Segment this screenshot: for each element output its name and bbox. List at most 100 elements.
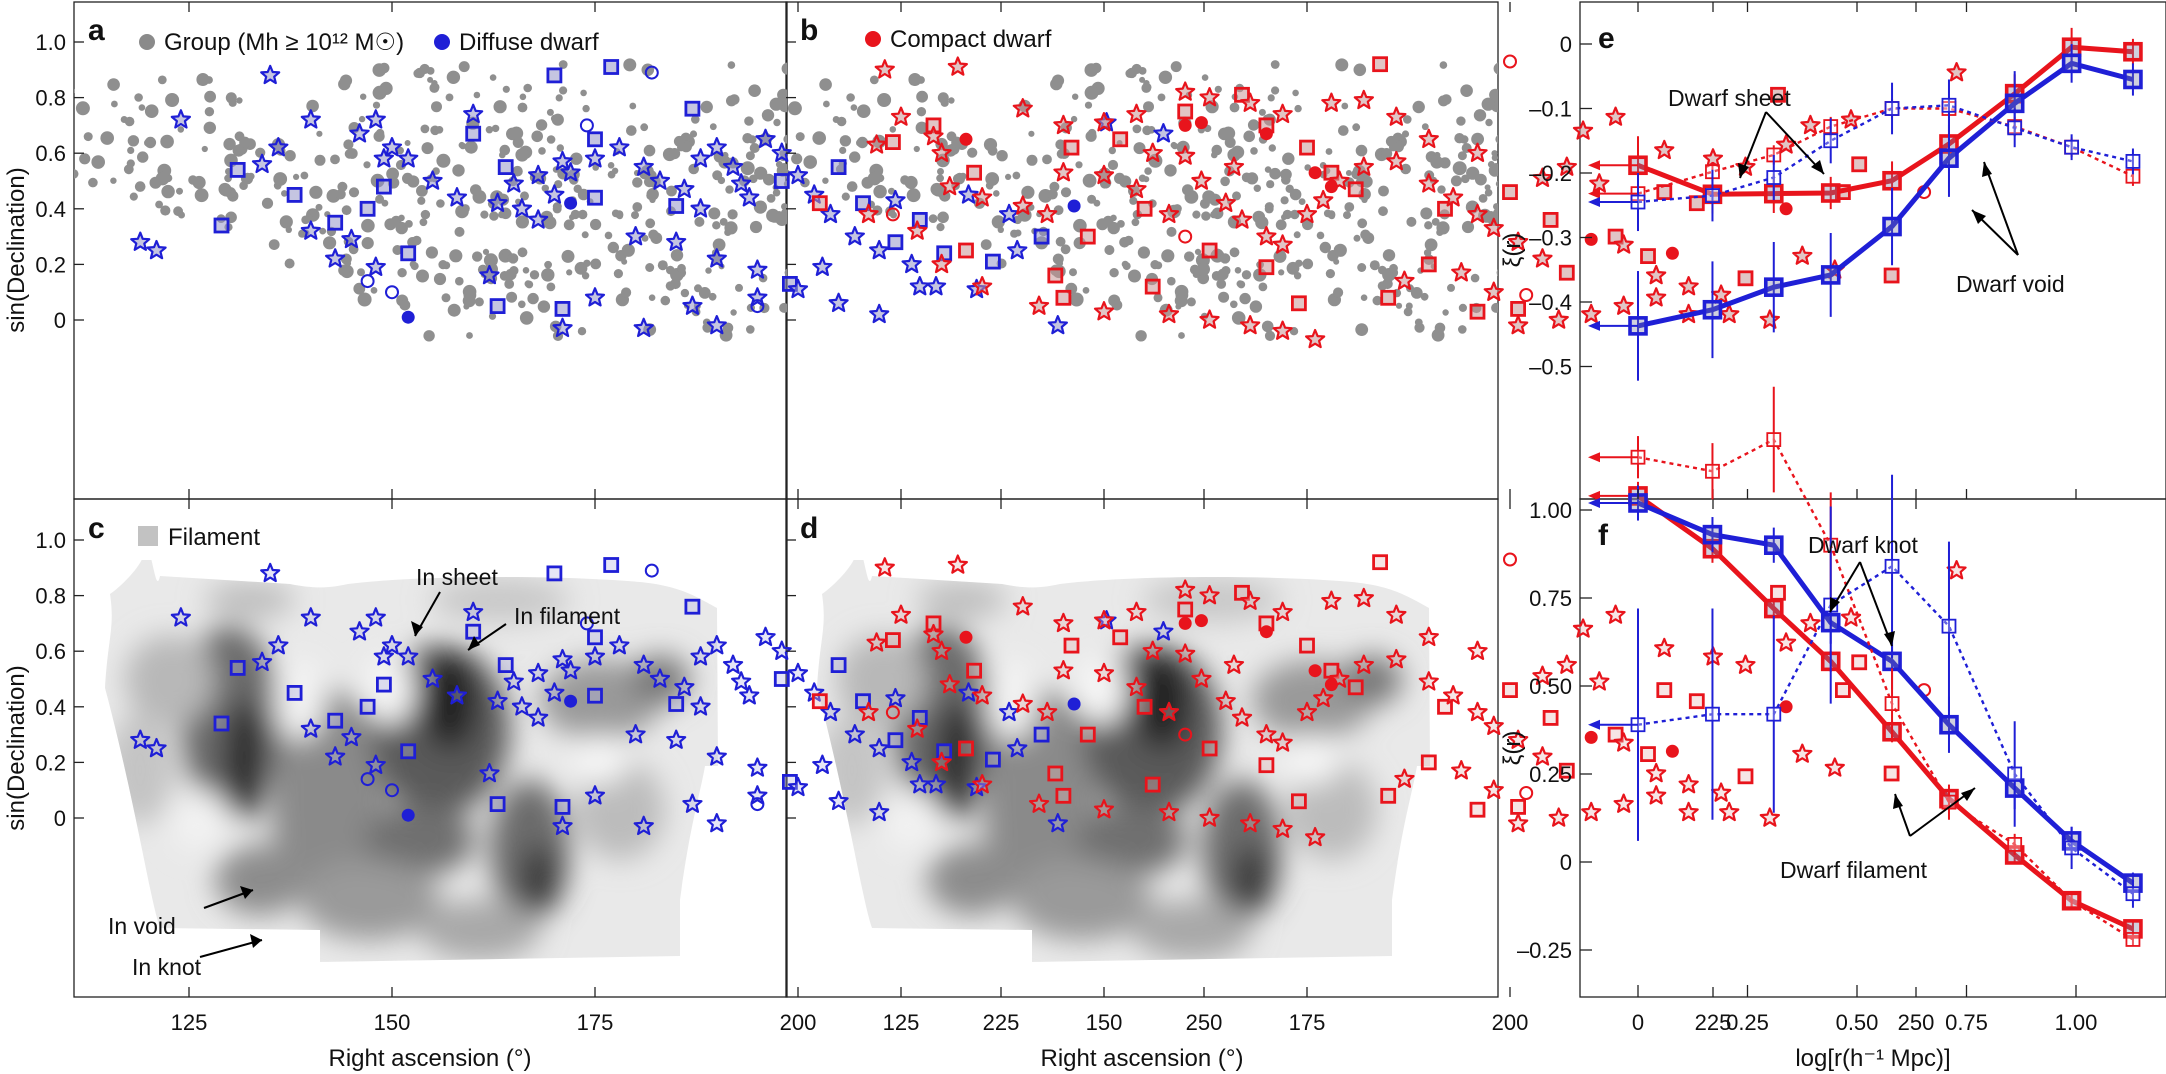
group-dot xyxy=(1617,73,1628,84)
dwarf-star-marker xyxy=(1199,309,1220,329)
group-dot xyxy=(1442,309,1449,316)
group-dot xyxy=(1126,151,1134,159)
group-dot xyxy=(1229,247,1240,258)
group-dot xyxy=(1734,227,1742,235)
x-tick-label: 200 xyxy=(780,1010,817,1035)
dwarf-square-marker xyxy=(489,298,506,315)
dwarf-star-marker xyxy=(739,685,760,705)
dwarf-star-marker xyxy=(1532,746,1553,766)
group-dot xyxy=(1577,204,1587,214)
xi-series-line xyxy=(1637,500,2135,886)
dwarf-star-marker xyxy=(1589,173,1610,193)
group-dot xyxy=(1731,172,1738,179)
group-dot xyxy=(700,100,713,114)
group-dot xyxy=(566,269,573,276)
group-dot xyxy=(1738,319,1750,331)
dwarf-star-marker xyxy=(958,682,979,702)
group-dot xyxy=(75,101,90,116)
dwarf-square-marker xyxy=(773,671,790,687)
group-dot xyxy=(1513,154,1520,161)
group-dot xyxy=(309,209,317,217)
dwarf-star-marker xyxy=(706,746,727,766)
group-dot xyxy=(1634,120,1645,131)
group-dot xyxy=(869,75,879,85)
group-dot xyxy=(1568,322,1580,334)
dwarf-star-marker xyxy=(1175,81,1196,101)
group-dot xyxy=(1684,267,1691,274)
dwarf-star-marker xyxy=(706,634,727,655)
group-dot xyxy=(1357,218,1368,229)
dwarf-star-marker xyxy=(923,623,944,644)
group-dot xyxy=(1189,264,1200,275)
group-dot xyxy=(1258,108,1266,116)
group-dot xyxy=(1661,163,1668,170)
group-dot xyxy=(1466,166,1480,180)
dwarf-star-marker xyxy=(511,198,533,218)
group-dot xyxy=(499,144,511,156)
dwarf-star-marker xyxy=(1012,98,1033,118)
group-dot xyxy=(1395,302,1403,309)
group-dot xyxy=(1919,118,1933,132)
group-dot xyxy=(805,302,815,312)
y-tick-label: 0.8 xyxy=(35,584,66,609)
dwarf-star-marker xyxy=(1329,668,1350,688)
group-dot xyxy=(1201,74,1209,81)
dwarf-square-marker xyxy=(400,743,417,760)
group-dot xyxy=(1357,263,1367,272)
upper-limit-arrowhead xyxy=(1588,320,1600,331)
group-dot xyxy=(504,279,515,289)
group-dot xyxy=(319,227,327,235)
y-tick-label: 0 xyxy=(54,806,66,831)
x-tick-label: 175 xyxy=(1289,1010,1326,1035)
group-dot xyxy=(1493,62,1498,75)
dwarf-square-marker xyxy=(1469,303,1486,320)
group-dot xyxy=(160,134,174,149)
group-dot xyxy=(777,88,787,102)
group-dot xyxy=(1141,83,1152,93)
group-dot xyxy=(236,97,243,104)
group-dot xyxy=(906,188,921,203)
group-dot xyxy=(489,211,499,221)
group-dot xyxy=(1264,330,1276,341)
x-tick-label: 250 xyxy=(1898,1010,1935,1035)
group-dot xyxy=(498,210,506,219)
dwarf-square-marker xyxy=(546,67,563,84)
group-dot xyxy=(1867,94,1876,103)
group-dot xyxy=(464,140,478,154)
group-dot xyxy=(470,184,482,196)
dwarf-square-marker xyxy=(1542,710,1559,726)
dwarf-star-marker xyxy=(365,256,386,276)
group-dot xyxy=(1381,148,1393,160)
group-dot xyxy=(977,324,990,337)
group-dot xyxy=(888,293,900,305)
group-dot xyxy=(577,188,590,201)
group-dot xyxy=(891,149,903,161)
group-dot xyxy=(1294,104,1302,113)
group-dot xyxy=(1616,273,1622,279)
group-dot xyxy=(582,104,590,113)
group-dot xyxy=(1678,231,1686,239)
group-dot xyxy=(1382,249,1396,262)
group-dot xyxy=(1271,69,1283,81)
group-dot xyxy=(1685,153,1692,160)
group-dot xyxy=(462,294,476,308)
dwarf-dot-marker xyxy=(1584,232,1598,246)
dwarf-star-marker xyxy=(1158,801,1180,822)
dwarf-star-marker xyxy=(901,751,922,772)
xi-square-marker xyxy=(2123,69,2143,90)
group-dot xyxy=(1558,136,1568,146)
group-dot xyxy=(645,218,656,229)
dwarf-square-marker xyxy=(811,693,828,710)
dwarf-star-marker xyxy=(909,276,930,296)
group-dot xyxy=(798,197,807,206)
group-dot xyxy=(543,216,557,230)
y-tick-label: 1.00 xyxy=(1529,498,1572,523)
dwarf-star-marker xyxy=(463,601,484,622)
dwarf-star-marker xyxy=(972,773,993,794)
dwarf-square-marker xyxy=(966,662,982,679)
group-dot xyxy=(1353,234,1361,242)
group-dot xyxy=(648,229,659,240)
group-dot xyxy=(786,88,787,94)
group-dot xyxy=(868,258,882,272)
group-dot xyxy=(298,229,307,238)
